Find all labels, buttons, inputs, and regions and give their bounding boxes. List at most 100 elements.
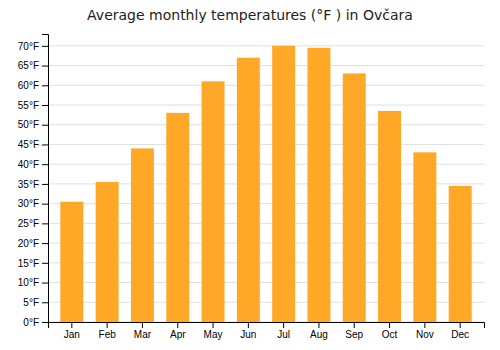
tick: Nov	[416, 322, 434, 340]
tick: 10°F	[18, 277, 48, 288]
tick: Oct	[382, 322, 398, 340]
tick-label: 5°F	[23, 297, 39, 308]
y-axis: 0°F 5°F 10°F 15°F 20°F 25°F 30°F 35°F 40°F 45°F 50…	[18, 35, 49, 328]
tick: 30°F	[18, 198, 48, 209]
tick-mark	[71, 322, 72, 328]
tick-label: 15°F	[18, 258, 39, 269]
tick-label: 20°F	[18, 238, 39, 249]
tick-mark	[42, 184, 48, 185]
tick: Dec	[451, 322, 469, 340]
tick-label: 70°F	[18, 41, 39, 52]
tick: Apr	[170, 322, 186, 340]
bar	[378, 111, 401, 322]
tick: Feb	[99, 322, 117, 340]
bar	[343, 73, 366, 322]
bar	[96, 182, 119, 322]
tick-label: 30°F	[18, 198, 39, 209]
tick: 35°F	[18, 179, 48, 190]
tick-mark	[460, 322, 461, 328]
tick: 50°F	[18, 119, 48, 130]
tick-label: 0°F	[23, 317, 39, 328]
title: Average monthly temperatures (°F ) in Ov…	[87, 7, 413, 23]
bar	[202, 81, 225, 322]
bars	[60, 46, 471, 322]
grid-line	[48, 124, 484, 125]
tick-mark	[42, 283, 48, 284]
bar	[272, 46, 295, 322]
tick: 5°F	[23, 297, 48, 308]
tick-label: Apr	[170, 329, 186, 340]
axis-line	[49, 323, 485, 329]
tick-label: Sep	[345, 329, 363, 340]
grid-line	[48, 85, 484, 86]
tick-mark	[42, 243, 48, 244]
tick-label: 40°F	[18, 159, 39, 170]
tick-mark	[42, 125, 48, 126]
tick-label: Mar	[134, 329, 152, 340]
tick: 60°F	[18, 80, 48, 91]
tick-mark	[42, 164, 48, 165]
tick: 45°F	[18, 139, 48, 150]
grid-line	[48, 144, 484, 145]
tick-label: 10°F	[18, 277, 39, 288]
tick-mark	[177, 322, 178, 328]
tick-label: Jun	[240, 329, 256, 340]
tick: Jun	[240, 322, 256, 340]
tick: Aug	[310, 322, 328, 340]
tick-label: 25°F	[18, 218, 39, 229]
tick-label: Feb	[99, 329, 117, 340]
grid	[48, 46, 484, 322]
tick-label: Oct	[382, 329, 398, 340]
bar	[166, 113, 189, 322]
tick-mark	[42, 46, 48, 47]
bar	[413, 152, 436, 322]
tick-label: Dec	[451, 329, 469, 340]
x-axis: Jan Feb Mar Apr May Jun Jul Aug Sep Oct Nov Dec	[49, 322, 485, 340]
axis-line	[42, 35, 49, 323]
tick-mark	[42, 144, 48, 145]
tick: Jan	[64, 322, 80, 340]
tick-mark	[42, 85, 48, 86]
tick-label: Jan	[64, 329, 80, 340]
grid-line	[48, 105, 484, 106]
tick-mark	[42, 302, 48, 303]
bar	[131, 148, 154, 322]
chart: Average monthly temperatures (°F ) in Ov…	[0, 0, 500, 350]
tick: 40°F	[18, 159, 48, 170]
tick: Mar	[134, 322, 152, 340]
tick-label: Nov	[416, 329, 434, 340]
tick-label: 50°F	[18, 119, 39, 130]
tick-mark	[283, 322, 284, 328]
tick-label: 45°F	[18, 139, 39, 150]
tick-mark	[213, 322, 214, 328]
tick-mark	[424, 322, 425, 328]
tick: Jul	[277, 322, 290, 340]
tick-mark	[42, 263, 48, 264]
tick-label: May	[204, 329, 223, 340]
grid-line	[48, 65, 484, 66]
tick: May	[204, 322, 223, 340]
bar	[307, 48, 330, 322]
tick: Sep	[345, 322, 363, 340]
tick-mark	[42, 223, 48, 224]
tick-mark	[42, 204, 48, 205]
tick-label: 65°F	[18, 60, 39, 71]
bar	[60, 202, 83, 322]
tick-mark	[42, 66, 48, 67]
bar	[237, 58, 260, 322]
tick-mark	[248, 322, 249, 328]
tick: 15°F	[18, 258, 48, 269]
tick: 55°F	[18, 100, 48, 111]
tick-label: 35°F	[18, 179, 39, 190]
bar	[449, 186, 472, 322]
tick-mark	[318, 322, 319, 328]
tick-mark	[354, 322, 355, 328]
tick-mark	[142, 322, 143, 328]
tick-mark	[389, 322, 390, 328]
tick-mark	[107, 322, 108, 328]
tick-label: 60°F	[18, 80, 39, 91]
grid-line	[48, 45, 484, 46]
tick: 20°F	[18, 238, 48, 249]
tick: 70°F	[18, 41, 48, 52]
tick-label: Jul	[277, 329, 290, 340]
